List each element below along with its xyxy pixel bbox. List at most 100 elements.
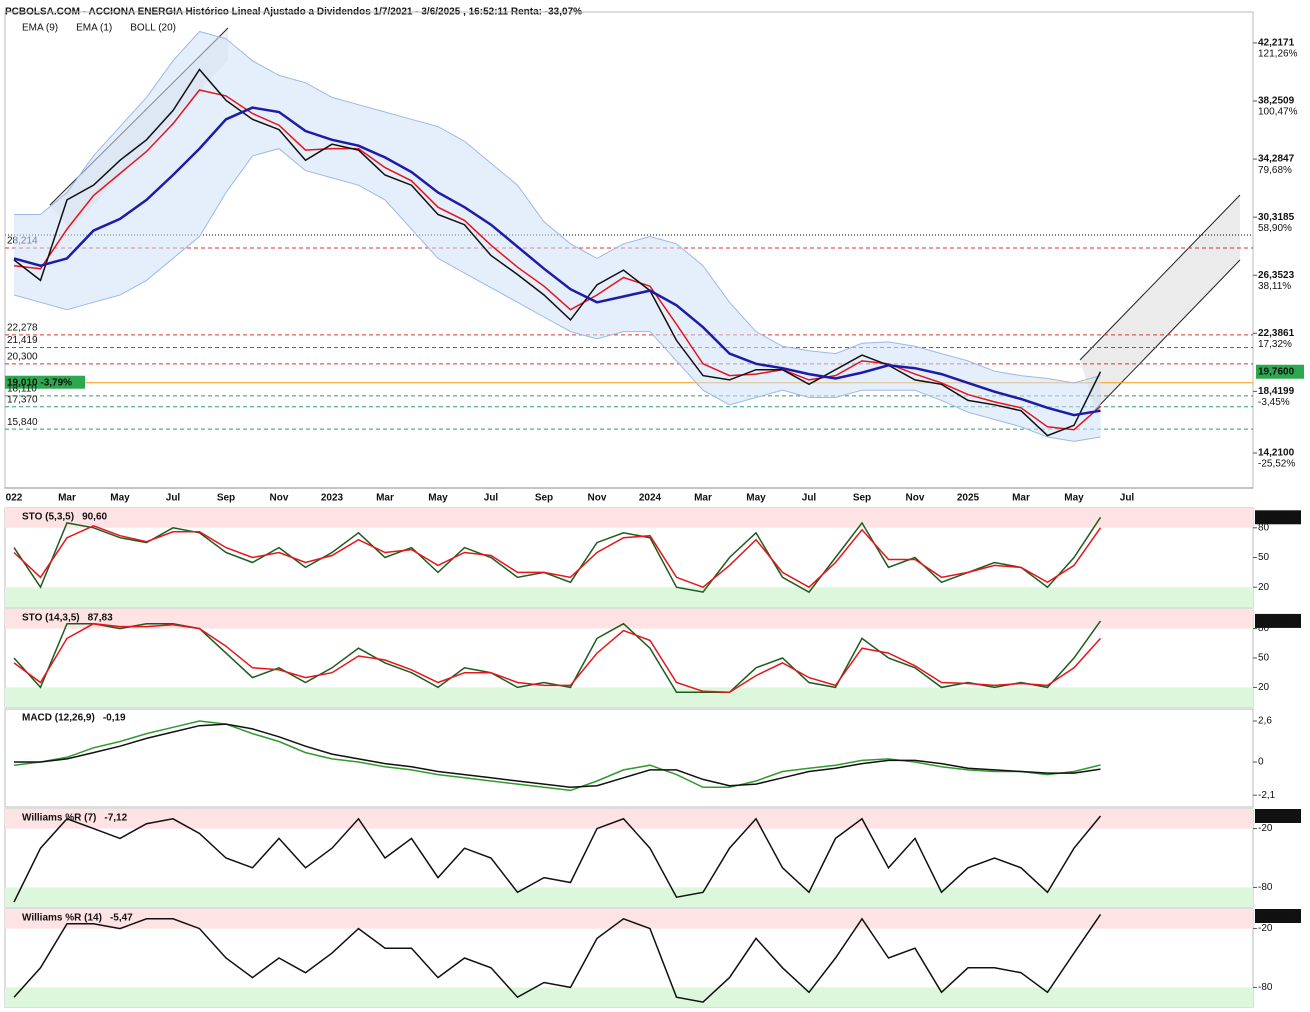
level-label: 18,110 [7, 384, 37, 395]
x-tick-label: May [746, 493, 766, 504]
x-tick-label: Mar [694, 493, 712, 504]
last-value-label: -7,126 [1258, 811, 1287, 822]
last-value-label: 19,7600 [1258, 366, 1295, 377]
level-label-box [5, 375, 85, 389]
oversold-zone [5, 887, 1253, 907]
series-line [13, 68, 1102, 437]
x-tick-label: Jul [802, 493, 817, 504]
level-label: 20,300 [7, 351, 38, 362]
series-line [13, 622, 1102, 694]
y2-tick-label: -25,52% [1258, 459, 1295, 470]
panel-value: -0,19 [103, 713, 126, 724]
y-tick-label: 18,4199 [1258, 386, 1295, 397]
y-tick-label: 30,3185 [1258, 212, 1295, 223]
last-value-label: 90,609 [1258, 512, 1289, 523]
x-tick-label: 2023 [321, 493, 344, 504]
x-tick-label: Nov [906, 493, 925, 504]
x-tick-label: Sep [853, 493, 871, 504]
oversold-zone [5, 987, 1253, 1007]
y-tick-label: -80 [1258, 882, 1273, 893]
panel-frame [4, 708, 1254, 808]
series-line [14, 723, 1101, 789]
legend-entry: BOLL (20) [130, 23, 176, 34]
x-tick-label: Sep [217, 493, 235, 504]
y-tick-label: 42,2171 [1258, 38, 1295, 49]
y-tick-label: -2,1 [1258, 790, 1276, 801]
x-tick-label: Nov [588, 493, 607, 504]
panel-value: 90,60 [82, 512, 107, 523]
y-tick-label: 20 [1258, 582, 1270, 593]
y-tick-label: 26,3523 [1258, 270, 1295, 281]
level-label: 22,278 [7, 323, 38, 334]
series-line [13, 524, 1102, 589]
y-tick-label: 50 [1258, 653, 1270, 664]
x-tick-label: May [1064, 493, 1084, 504]
series-line [13, 106, 1101, 417]
y2-tick-label: 121,26% [1258, 49, 1298, 60]
oversold-zone [5, 687, 1253, 707]
y2-tick-label: 100,47% [1258, 107, 1298, 118]
legend-entry: EMA (9) [22, 23, 58, 34]
bollinger-upper [14, 30, 1101, 384]
level-label: 21,419 [7, 335, 38, 346]
overbought-zone [5, 508, 1253, 528]
series-line [13, 89, 1101, 431]
y2-tick-label: 17,32% [1258, 339, 1292, 350]
x-tick-label: Mar [58, 493, 76, 504]
oversold-zone [5, 587, 1253, 607]
x-tick-label: Mar [376, 493, 394, 504]
y-tick-label: -20 [1258, 923, 1273, 934]
overbought-zone [5, 809, 1253, 829]
x-tick-label: 022 [6, 493, 23, 504]
x-tick-label: Nov [270, 493, 289, 504]
level-label: 17,370 [7, 394, 38, 405]
panel-value: -7,12 [104, 813, 127, 824]
last-value-box [1255, 613, 1301, 628]
x-tick-label: Mar [1012, 493, 1030, 504]
y-tick-label: 22,3861 [1258, 328, 1295, 339]
y-tick-label: 38,2509 [1258, 96, 1295, 107]
last-value-box [1256, 364, 1304, 379]
panel-title: MACD (12,26,9) [22, 713, 95, 724]
trend-line [1079, 194, 1241, 361]
last-value-box [1255, 809, 1301, 823]
panel-title: STO (14,3,5) [22, 613, 80, 624]
y2-tick-label: 38,11% [1258, 281, 1291, 292]
bollinger-band [14, 31, 1101, 442]
overbought-zone [5, 909, 1253, 929]
x-tick-label: Jul [1120, 493, 1135, 504]
last-value-box [1255, 510, 1301, 525]
panel-value: 87,83 [88, 613, 113, 624]
x-tick-label: 2024 [639, 493, 662, 504]
series-line [13, 720, 1101, 792]
bollinger-lower [13, 148, 1101, 442]
panel-title: STO (5,3,5) [22, 512, 74, 523]
last-value-label: -5,470 [1258, 911, 1287, 922]
x-tick-label: Jul [166, 493, 181, 504]
series-line [13, 815, 1102, 903]
y-tick-label: 50 [1258, 552, 1270, 563]
last-value-box [1255, 909, 1301, 923]
x-tick-label: May [110, 493, 130, 504]
x-tick-label: 2025 [957, 493, 980, 504]
panel-title: Williams %R (14) [22, 913, 102, 924]
overbought-zone [5, 609, 1253, 629]
trend-channel [1080, 195, 1240, 410]
y2-tick-label: -3,45% [1258, 397, 1290, 408]
y-tick-label: 80 [1258, 522, 1270, 533]
y-tick-label: 0 [1258, 757, 1264, 768]
y2-tick-label: 58,90% [1258, 223, 1292, 234]
panel-value: -5,47 [110, 913, 133, 924]
y-tick-label: -80 [1258, 982, 1273, 993]
x-tick-label: Sep [535, 493, 553, 504]
y2-tick-label: 79,68% [1258, 165, 1292, 176]
panel-title: Williams %R (7) [22, 813, 96, 824]
y-tick-label: 2,6 [1258, 716, 1272, 727]
y-tick-label: -20 [1258, 823, 1273, 834]
series-line [13, 913, 1102, 1003]
y-tick-label: 34,2847 [1258, 154, 1295, 165]
level-label: 15,840 [7, 417, 38, 428]
level-label: 19,010 -3,79% [7, 377, 72, 388]
y-tick-label: 14,2100 [1258, 448, 1295, 459]
